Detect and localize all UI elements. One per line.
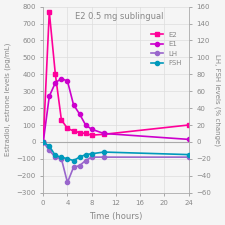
FSH [187,153,190,156]
FSH [66,158,69,160]
LH [187,156,190,158]
LH [42,141,45,143]
LH [60,158,63,160]
Y-axis label: Estradiol, estrone levels (pg/mL): Estradiol, estrone levels (pg/mL) [4,43,11,156]
LH [72,166,75,169]
Line: LH: LH [41,140,191,184]
E2 [60,119,63,121]
E1 [84,124,87,126]
E2 [90,134,93,137]
E1 [187,138,190,141]
E1 [42,141,45,143]
E1 [66,80,69,82]
E1 [54,81,57,84]
LH [54,156,57,158]
E1 [102,132,105,135]
Y-axis label: LH, FSH levels (% change): LH, FSH levels (% change) [214,54,221,146]
E2 [72,130,75,132]
LH [84,159,87,162]
E1 [90,128,93,130]
E1 [48,95,51,98]
E1 [78,113,81,115]
E2 [66,127,69,130]
FSH [60,156,63,158]
LH [48,149,51,152]
LH [90,156,93,158]
E2 [84,132,87,135]
FSH [72,159,75,162]
FSH [90,152,93,155]
E1 [72,103,75,106]
E2 [187,124,190,126]
FSH [78,156,81,158]
LH [66,181,69,184]
X-axis label: Time (hours): Time (hours) [89,212,143,221]
Line: FSH: FSH [41,140,191,163]
FSH [102,151,105,153]
Line: E1: E1 [41,76,191,144]
FSH [42,141,45,143]
LH [102,156,105,158]
FSH [84,153,87,156]
E2 [42,141,45,143]
E2 [54,73,57,76]
LH [78,164,81,167]
E2 [78,131,81,134]
E2 [102,133,105,136]
E1 [60,77,63,80]
Line: E2: E2 [41,10,191,144]
FSH [54,154,57,157]
FSH [48,145,51,148]
E2 [48,10,51,13]
Legend: E2, E1, LH, FSH: E2, E1, LH, FSH [148,29,185,69]
Text: E2 0.5 mg sublingual: E2 0.5 mg sublingual [74,12,163,21]
